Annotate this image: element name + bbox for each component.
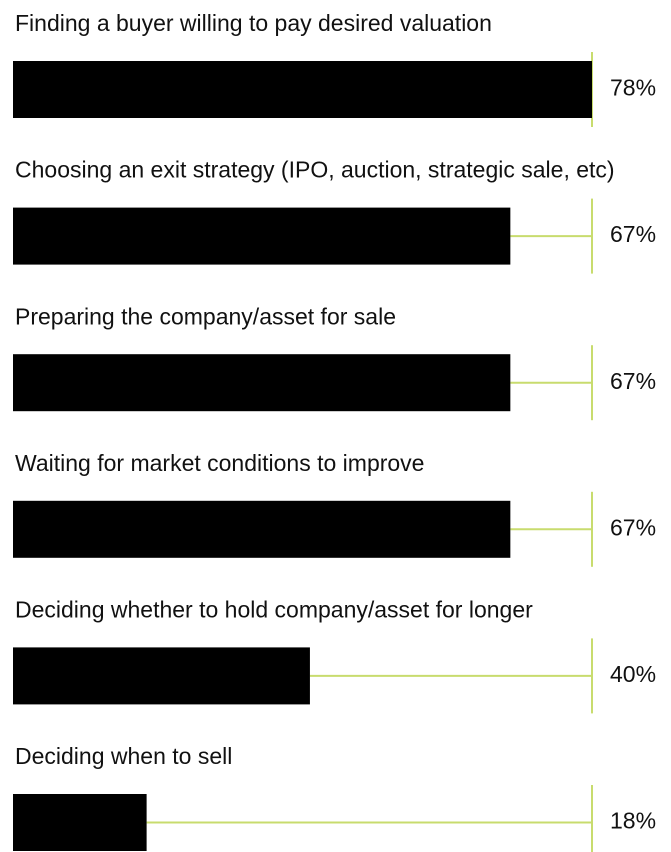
- category-label: Choosing an exit strategy (IPO, auction,…: [15, 157, 615, 183]
- bar: [13, 354, 511, 412]
- bar: [13, 61, 592, 118]
- value-label: 78%: [610, 75, 656, 101]
- category-label: Waiting for market conditions to improve: [15, 450, 424, 476]
- value-label: 18%: [610, 808, 656, 834]
- category-label: Deciding whether to hold company/asset f…: [15, 596, 533, 622]
- bar: [13, 794, 147, 851]
- category-label: Deciding when to sell: [15, 743, 232, 769]
- bar: [13, 647, 310, 705]
- value-label: 67%: [610, 221, 656, 247]
- bar: [13, 207, 511, 265]
- value-label: 67%: [610, 368, 656, 394]
- category-label: Finding a buyer willing to pay desired v…: [15, 10, 492, 36]
- category-label: Preparing the company/asset for sale: [15, 303, 396, 329]
- bar: [13, 500, 511, 558]
- value-label: 67%: [610, 514, 656, 540]
- value-label: 40%: [610, 661, 656, 687]
